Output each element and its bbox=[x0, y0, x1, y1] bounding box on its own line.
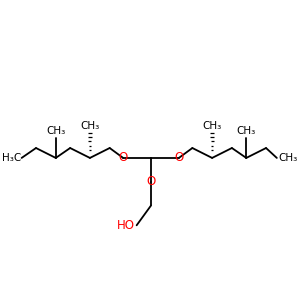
Text: CH₃: CH₃ bbox=[80, 121, 100, 131]
Text: O: O bbox=[118, 152, 128, 164]
Text: O: O bbox=[146, 175, 156, 188]
Text: O: O bbox=[174, 152, 184, 164]
Text: H₃C: H₃C bbox=[2, 153, 22, 163]
Text: CH₃: CH₃ bbox=[237, 126, 256, 136]
Text: CH₃: CH₃ bbox=[46, 126, 65, 136]
Text: CH₃: CH₃ bbox=[202, 121, 222, 131]
Text: HO: HO bbox=[117, 219, 135, 232]
Text: CH₃: CH₃ bbox=[279, 153, 298, 163]
